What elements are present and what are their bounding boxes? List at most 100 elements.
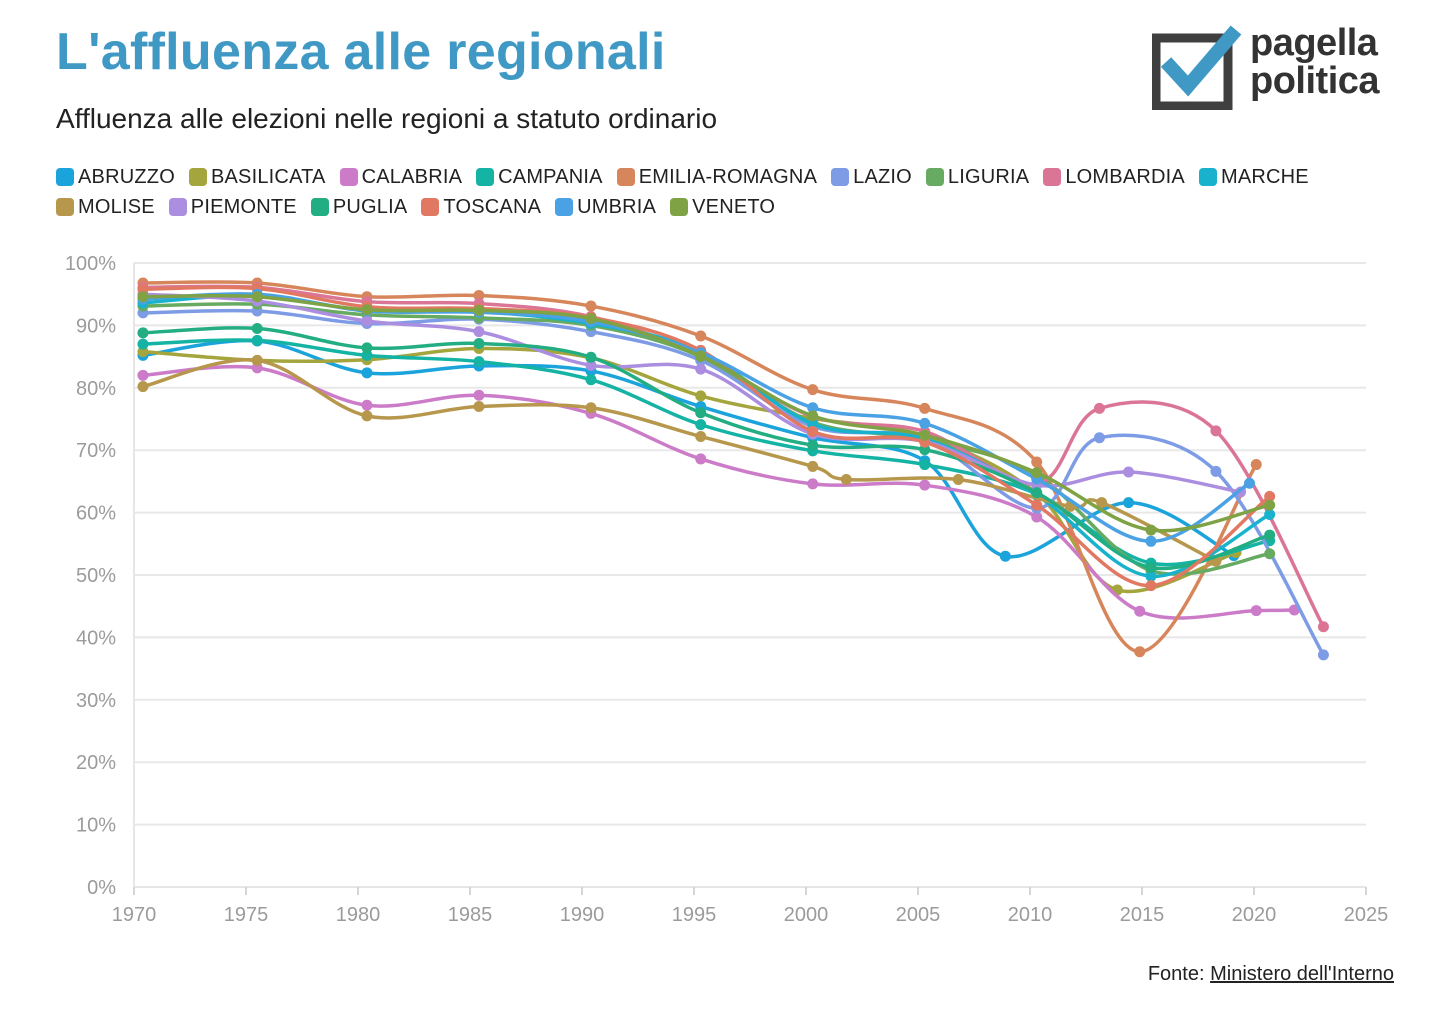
data-point-lombardia[interactable] (1093, 402, 1105, 414)
legend-item-marche[interactable]: MARCHE (1198, 166, 1309, 188)
data-point-calabria[interactable] (473, 389, 485, 401)
data-point-emilia-romagna[interactable] (1250, 459, 1262, 471)
data-point-veneto[interactable] (695, 350, 707, 362)
data-point-molise[interactable] (695, 430, 707, 442)
data-point-piemonte[interactable] (585, 359, 597, 371)
legend-item-basilicata[interactable]: BASILICATA (188, 166, 326, 188)
legend-item-abruzzo[interactable]: ABRUZZO (56, 166, 175, 188)
data-point-emilia-romagna[interactable] (1134, 646, 1146, 658)
data-point-piemonte[interactable] (695, 363, 707, 375)
data-point-emilia-romagna[interactable] (1031, 456, 1043, 468)
data-point-puglia[interactable] (1145, 562, 1157, 574)
data-point-marche[interactable] (1145, 570, 1157, 582)
data-point-toscana[interactable] (1031, 499, 1043, 511)
data-point-emilia-romagna[interactable] (585, 300, 597, 312)
data-point-veneto[interactable] (807, 410, 819, 422)
data-point-lazio[interactable] (1317, 649, 1329, 661)
data-point-abruzzo[interactable] (999, 550, 1011, 562)
legend-item-campania[interactable]: CAMPANIA (476, 166, 603, 188)
data-point-toscana[interactable] (1264, 490, 1276, 502)
data-point-campania[interactable] (919, 459, 931, 471)
data-point-piemonte[interactable] (361, 315, 373, 327)
data-point-calabria[interactable] (137, 369, 149, 381)
data-point-toscana[interactable] (1145, 580, 1157, 592)
series-line-campania (141, 338, 1272, 567)
legend-item-umbria[interactable]: UMBRIA (555, 196, 656, 218)
legend-item-calabria[interactable]: CALABRIA (339, 166, 463, 188)
data-point-puglia[interactable] (1031, 487, 1043, 499)
data-point-veneto[interactable] (919, 429, 931, 441)
legend-item-molise[interactable]: MOLISE (56, 196, 155, 218)
data-point-molise[interactable] (137, 381, 149, 393)
data-point-emilia-romagna[interactable] (807, 384, 819, 396)
data-point-molise[interactable] (1096, 497, 1108, 509)
data-point-veneto[interactable] (585, 313, 597, 325)
data-point-abruzzo[interactable] (1123, 497, 1135, 509)
source-link[interactable]: Ministero dell'Interno (1210, 963, 1394, 985)
data-point-puglia[interactable] (137, 327, 149, 339)
data-point-calabria[interactable] (695, 453, 707, 465)
data-point-calabria[interactable] (1031, 511, 1043, 523)
data-point-puglia[interactable] (361, 342, 373, 354)
data-point-veneto[interactable] (361, 304, 373, 316)
data-point-molise[interactable] (585, 402, 597, 414)
data-point-marche[interactable] (1264, 508, 1276, 520)
data-point-veneto[interactable] (473, 304, 485, 316)
data-point-puglia[interactable] (807, 439, 819, 451)
data-point-abruzzo[interactable] (361, 367, 373, 379)
data-point-campania[interactable] (251, 334, 263, 346)
series-line-abruzzo (141, 338, 1236, 559)
data-point-molise[interactable] (807, 460, 819, 472)
data-point-puglia[interactable] (251, 323, 263, 335)
data-point-campania[interactable] (473, 356, 485, 368)
data-point-puglia[interactable] (585, 351, 597, 363)
data-point-veneto[interactable] (251, 291, 263, 303)
data-point-veneto[interactable] (1145, 524, 1157, 536)
data-point-piemonte[interactable] (1123, 466, 1135, 478)
data-point-molise[interactable] (361, 410, 373, 422)
data-point-campania[interactable] (585, 374, 597, 386)
pagella-politica-logo[interactable]: pagella politica (1152, 24, 1392, 112)
legend-item-lombardia[interactable]: LOMBARDIA (1043, 166, 1185, 188)
data-point-lazio[interactable] (1093, 432, 1105, 444)
data-point-piemonte[interactable] (473, 326, 485, 338)
data-point-molise[interactable] (840, 474, 852, 486)
legend-item-piemonte[interactable]: PIEMONTE (168, 196, 297, 218)
data-point-calabria[interactable] (361, 399, 373, 411)
data-point-puglia[interactable] (695, 407, 707, 419)
data-point-lazio[interactable] (1210, 465, 1222, 477)
data-point-lombardia[interactable] (1317, 621, 1329, 633)
data-point-calabria[interactable] (919, 479, 931, 491)
data-point-veneto[interactable] (1031, 467, 1043, 479)
data-point-umbria[interactable] (1244, 477, 1256, 489)
legend-item-veneto[interactable]: VENETO (670, 196, 775, 218)
data-point-umbria[interactable] (807, 402, 819, 414)
data-point-umbria[interactable] (1145, 535, 1157, 547)
data-point-emilia-romagna[interactable] (473, 289, 485, 301)
data-point-puglia[interactable] (1264, 529, 1276, 541)
data-point-lombardia[interactable] (1210, 425, 1222, 437)
data-point-veneto[interactable] (137, 291, 149, 303)
data-point-molise[interactable] (473, 401, 485, 413)
data-point-emilia-romagna[interactable] (695, 330, 707, 342)
data-point-campania[interactable] (695, 419, 707, 431)
legend-item-liguria[interactable]: LIGURIA (925, 166, 1029, 188)
data-point-veneto[interactable] (1264, 499, 1276, 511)
data-point-liguria[interactable] (1264, 548, 1276, 560)
data-point-emilia-romagna[interactable] (919, 402, 931, 414)
legend-item-toscana[interactable]: TOSCANA (421, 196, 541, 218)
data-point-calabria[interactable] (1250, 605, 1262, 617)
data-point-campania[interactable] (137, 338, 149, 350)
data-point-calabria[interactable] (1134, 605, 1146, 617)
legend-item-lazio[interactable]: LAZIO (831, 166, 912, 188)
data-point-umbria[interactable] (919, 417, 931, 429)
series-line-emilia-romagna (141, 280, 1258, 654)
data-point-calabria[interactable] (807, 478, 819, 490)
legend-item-emilia-romagna[interactable]: EMILIA-ROMAGNA (616, 166, 817, 188)
data-point-molise[interactable] (251, 354, 263, 366)
legend-item-puglia[interactable]: PUGLIA (310, 196, 408, 218)
data-point-molise[interactable] (952, 474, 964, 486)
data-point-toscana[interactable] (807, 425, 819, 437)
data-point-basilicata[interactable] (695, 390, 707, 402)
data-point-puglia[interactable] (473, 337, 485, 349)
